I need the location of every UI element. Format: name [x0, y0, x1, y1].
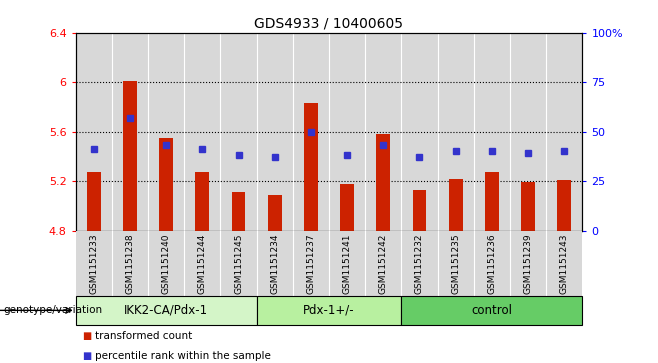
Bar	[220, 33, 257, 231]
Bar	[521, 182, 535, 231]
Text: GSM1151238: GSM1151238	[126, 234, 134, 294]
Bar	[546, 33, 582, 231]
Bar	[87, 172, 101, 231]
Text: genotype/variation: genotype/variation	[3, 305, 103, 315]
Bar	[184, 33, 220, 231]
Bar	[232, 192, 245, 231]
Bar	[268, 195, 282, 231]
Bar	[329, 231, 365, 296]
Bar	[293, 33, 329, 231]
Bar	[195, 172, 209, 231]
Bar	[329, 33, 365, 231]
Bar	[159, 138, 173, 231]
Bar	[257, 296, 401, 325]
Text: GSM1151241: GSM1151241	[343, 234, 351, 294]
Text: GSM1151236: GSM1151236	[488, 234, 496, 294]
Bar	[401, 231, 438, 296]
Bar	[76, 296, 257, 325]
Bar	[220, 231, 257, 296]
Text: ■: ■	[82, 331, 91, 341]
Text: control: control	[471, 304, 513, 317]
Bar	[474, 231, 510, 296]
Text: GSM1151233: GSM1151233	[89, 234, 98, 294]
Bar	[376, 134, 390, 231]
Title: GDS4933 / 10400605: GDS4933 / 10400605	[255, 16, 403, 30]
Bar	[474, 33, 510, 231]
Bar	[184, 231, 220, 296]
Bar	[304, 103, 318, 231]
Bar	[112, 33, 148, 231]
Bar	[148, 231, 184, 296]
Bar	[557, 180, 571, 231]
Bar	[112, 231, 148, 296]
Bar	[148, 33, 184, 231]
Bar	[401, 33, 438, 231]
Text: GSM1151245: GSM1151245	[234, 234, 243, 294]
Text: GSM1151242: GSM1151242	[379, 234, 388, 294]
Bar	[257, 231, 293, 296]
Bar	[293, 231, 329, 296]
Text: Pdx-1+/-: Pdx-1+/-	[303, 304, 355, 317]
Text: GSM1151232: GSM1151232	[415, 234, 424, 294]
Bar	[546, 231, 582, 296]
Bar	[438, 33, 474, 231]
Bar	[365, 33, 401, 231]
Text: GSM1151234: GSM1151234	[270, 234, 279, 294]
Text: IKK2-CA/Pdx-1: IKK2-CA/Pdx-1	[124, 304, 208, 317]
Text: GSM1151240: GSM1151240	[162, 234, 170, 294]
Text: ■: ■	[82, 351, 91, 361]
Bar	[449, 179, 463, 231]
Bar	[438, 231, 474, 296]
Bar	[510, 231, 546, 296]
Text: GSM1151237: GSM1151237	[307, 234, 315, 294]
Text: GSM1151244: GSM1151244	[198, 234, 207, 294]
Bar	[257, 33, 293, 231]
Bar	[365, 231, 401, 296]
Bar	[76, 231, 112, 296]
Bar	[123, 81, 137, 231]
Bar	[413, 190, 426, 231]
Bar	[340, 184, 354, 231]
Bar	[401, 296, 582, 325]
Bar	[485, 172, 499, 231]
Bar	[510, 33, 546, 231]
Text: percentile rank within the sample: percentile rank within the sample	[95, 351, 271, 361]
Text: GSM1151243: GSM1151243	[560, 234, 569, 294]
Bar	[76, 33, 112, 231]
Text: GSM1151235: GSM1151235	[451, 234, 460, 294]
Text: GSM1151239: GSM1151239	[524, 234, 532, 294]
Text: transformed count: transformed count	[95, 331, 193, 341]
